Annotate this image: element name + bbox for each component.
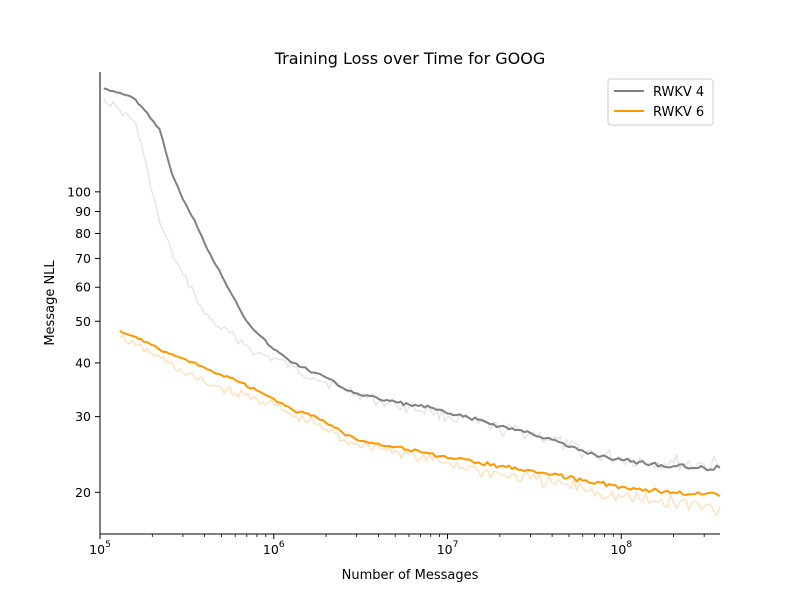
- y-tick-label: 100: [67, 184, 91, 199]
- legend: RWKV 4 RWKV 6: [607, 78, 714, 126]
- x-tick-label: 107: [437, 540, 459, 557]
- y-tick-label: 40: [75, 355, 91, 370]
- series-line-rwkv4: [103, 87, 721, 472]
- series-raw-rwkv6: [119, 334, 721, 516]
- series-line-rwkv6: [119, 329, 721, 497]
- y-tick-label: 30: [75, 409, 91, 424]
- x-tick-label: 108: [610, 540, 632, 557]
- y-axis-label: Message NLL: [43, 260, 58, 346]
- y-tick-label: 60: [75, 280, 91, 295]
- chart-title: Training Loss over Time for GOOG: [274, 49, 545, 68]
- legend-label-rwkv6: RWKV 6: [653, 105, 704, 120]
- legend-label-rwkv4: RWKV 4: [653, 85, 704, 100]
- x-ticks: 105 106 107 108: [89, 534, 705, 557]
- plot-area: [103, 87, 721, 516]
- y-tick-label: 20: [75, 485, 91, 500]
- y-ticks: 20 30 40 50 60 70 80 90 100: [67, 184, 100, 500]
- y-tick-label: 90: [75, 204, 91, 219]
- series-raw-rwkv4: [103, 97, 721, 472]
- x-axis-label: Number of Messages: [342, 568, 479, 583]
- y-tick-label: 70: [75, 251, 91, 266]
- y-tick-label: 80: [75, 226, 91, 241]
- x-tick-label: 106: [263, 540, 285, 557]
- x-tick-label: 105: [89, 540, 111, 557]
- y-tick-label: 50: [75, 314, 91, 329]
